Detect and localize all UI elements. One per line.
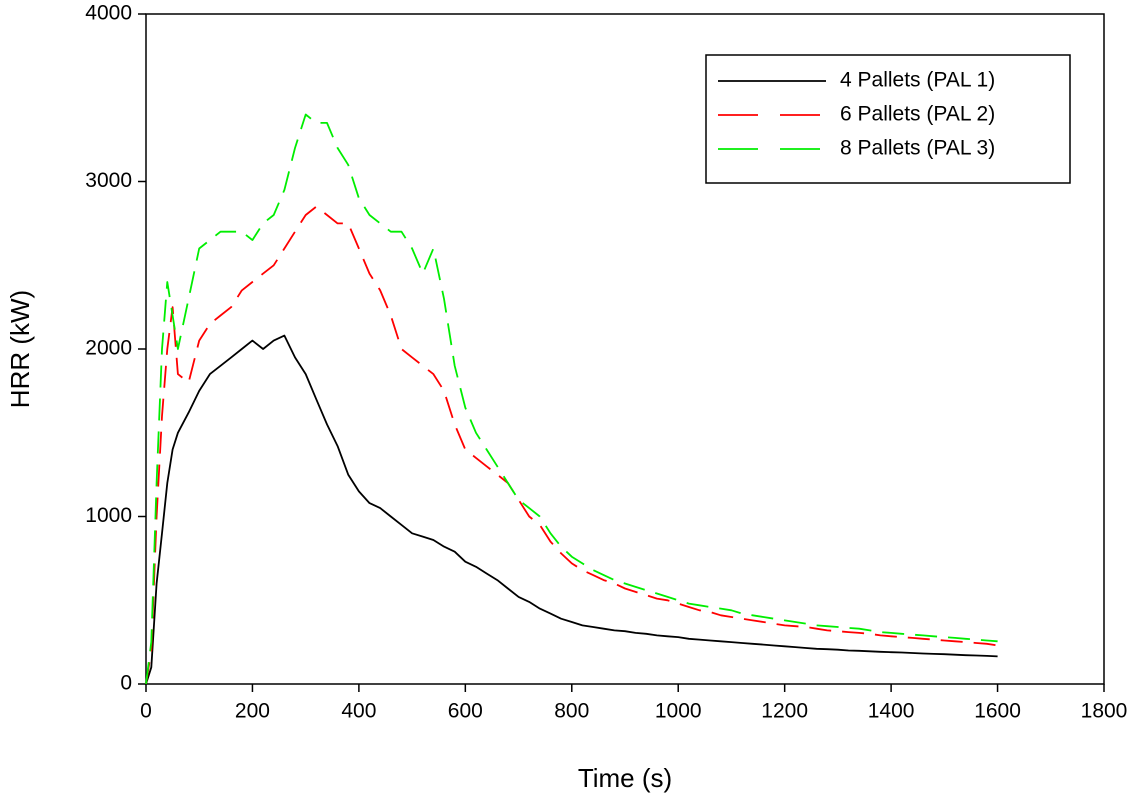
x-axis-label: Time (s) [578, 763, 672, 793]
x-tick-label: 1600 [974, 700, 1021, 723]
x-tick-label: 1000 [655, 700, 702, 723]
x-tick-label: 800 [554, 700, 589, 723]
x-tick-label: 1800 [1081, 700, 1128, 723]
y-axis-label: HRR (kW) [5, 290, 35, 408]
series-line [145, 205, 998, 685]
x-tick-label: 1400 [868, 700, 915, 723]
series-line [145, 113, 998, 685]
series-line [145, 334, 998, 685]
y-tick-label: 4000 [85, 2, 132, 25]
x-tick-label: 400 [341, 700, 376, 723]
x-tick-label: 1200 [761, 700, 808, 723]
y-tick-label: 2000 [85, 337, 132, 360]
x-tick-label: 600 [448, 700, 483, 723]
legend-label: 6 Pallets (PAL 2) [840, 103, 995, 126]
legend-box [705, 54, 1071, 184]
legend-label: 4 Pallets (PAL 1) [840, 69, 995, 92]
x-tick-label: 200 [235, 700, 270, 723]
y-tick-label: 1000 [85, 504, 132, 527]
y-tick-label: 0 [120, 672, 132, 695]
x-tick-label: 0 [140, 700, 152, 723]
legend-label: 8 Pallets (PAL 3) [840, 137, 995, 160]
y-tick-label: 3000 [85, 169, 132, 192]
